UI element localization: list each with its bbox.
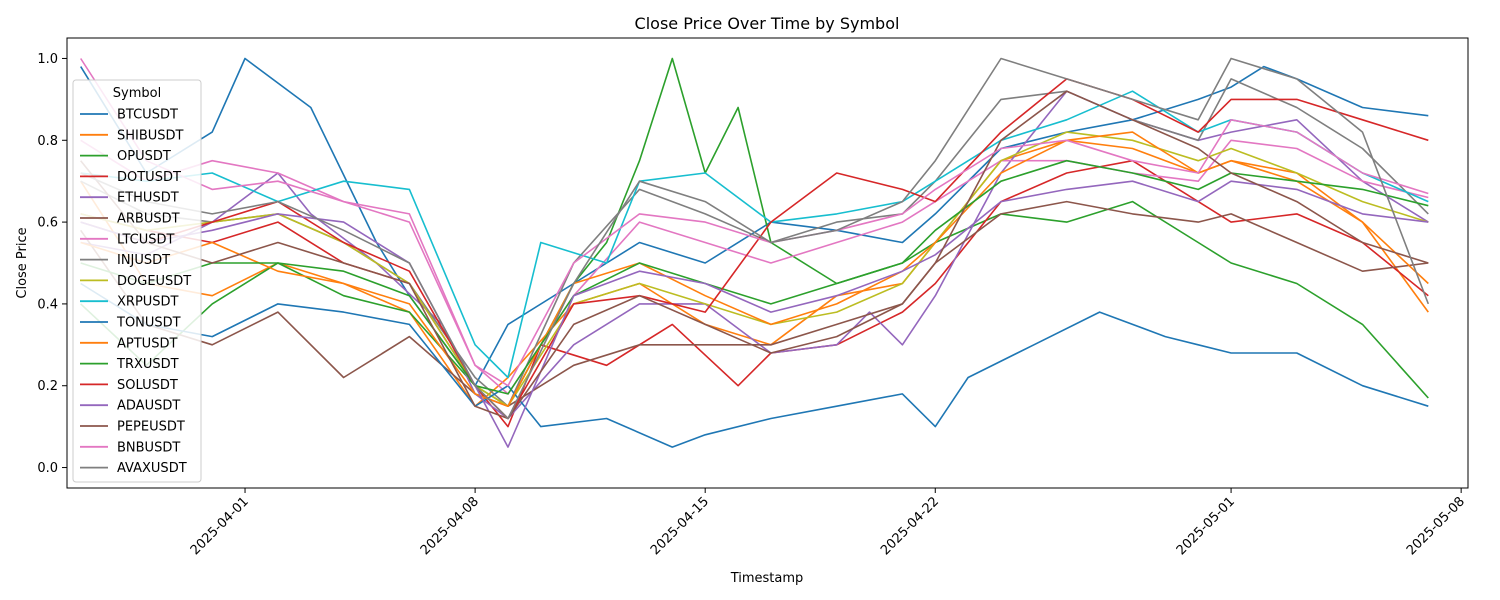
series-line-opusdt xyxy=(80,57,1429,407)
series-line-ltcusdt xyxy=(80,139,1429,395)
series-line-trxusdt xyxy=(80,159,1429,395)
legend-label-shibusdt: SHIBUSDT xyxy=(117,128,184,143)
series-line-avaxusdt xyxy=(80,57,1430,420)
y-tick-label: 1.0 xyxy=(37,52,58,67)
legend-label-trxusdt: TRXUSDT xyxy=(116,357,179,372)
y-tick-label: 0.6 xyxy=(37,216,58,231)
series-line-tonusdt xyxy=(80,282,1429,448)
legend-label-ethusdt: ETHUSDT xyxy=(117,191,179,206)
y-tick-label: 0.0 xyxy=(37,461,58,476)
legend-label-bnbusdt: BNBUSDT xyxy=(117,440,180,455)
y-axis-label: Close Price xyxy=(15,227,30,298)
x-axis-label: Timestamp xyxy=(730,571,804,586)
plot-frame xyxy=(66,37,1469,489)
legend-items: BTCUSDT SHIBUSDT OPUSDT DOTUSDT ETHUSDT ARBUS… xyxy=(80,108,191,476)
series-line-arbusdt xyxy=(80,200,1429,407)
legend-label-solusdt: SOLUSDT xyxy=(117,378,178,393)
legend-label-btcusdt: BTCUSDT xyxy=(117,108,178,123)
series-line-aptusdt xyxy=(80,131,1429,407)
legend-label-opusdt: OPUSDT xyxy=(117,149,171,164)
legend-box xyxy=(72,79,202,483)
legend-label-aptusdt: APTUSDT xyxy=(117,336,177,351)
legend-label-tonusdt: TONUSDT xyxy=(116,316,181,331)
legend-label-avaxusdt: AVAXUSDT xyxy=(117,461,187,476)
legend-label-dogeusdt: DOGEUSDT xyxy=(117,274,191,289)
legend-label-ltcusdt: LTCUSDT xyxy=(117,232,174,247)
series-line-dotusdt xyxy=(80,159,1429,428)
legend-label-dotusdt: DOTUSDT xyxy=(117,170,181,185)
series-line-solusdt xyxy=(80,78,1429,420)
series-line-xrpusdt xyxy=(80,90,1429,379)
y-tick-label: 0.4 xyxy=(37,297,58,312)
y-axis: 0.0 0.2 0.4 0.6 0.8 1.0 xyxy=(37,52,67,476)
legend-label-xrpusdt: XRPUSDT xyxy=(117,295,179,310)
y-tick-label: 0.2 xyxy=(37,379,58,394)
series-layer xyxy=(80,57,1430,448)
legend-label-adausdt: ADAUSDT xyxy=(117,399,180,414)
legend-label-arbusdt: ARBUSDT xyxy=(117,212,180,227)
chart-title: Close Price Over Time by Symbol xyxy=(635,14,900,33)
legend-label-injusdt: INJUSDT xyxy=(117,253,170,268)
y-tick-label: 0.8 xyxy=(37,134,58,149)
legend: Symbol BTCUSDT SHIBUSDT OPUSDT DOTUSDT ETHUS… xyxy=(72,79,202,483)
legend-title: Symbol xyxy=(113,86,161,101)
series-line-adausdt xyxy=(80,180,1429,448)
legend-label-pepeusdt: PEPEUSDT xyxy=(117,420,185,435)
